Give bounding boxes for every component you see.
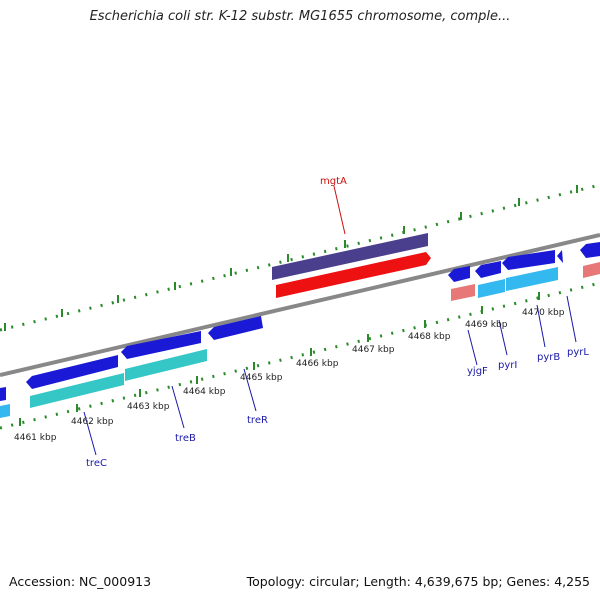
lower-major-ticks — [19, 292, 540, 426]
gene-pyrI[interactable] — [475, 261, 501, 278]
cds-left-edge[interactable] — [0, 404, 10, 418]
cds-mgtA[interactable] — [276, 252, 431, 298]
tick-label-4467: 4467 kbp — [352, 345, 395, 355]
cds-pyrB[interactable] — [506, 267, 558, 291]
tick-label-4461: 4461 kbp — [14, 433, 57, 443]
tick-label-4470: 4470 kbp — [522, 308, 565, 318]
gene-treC[interactable] — [26, 355, 118, 389]
chromosome-backbone — [0, 233, 600, 377]
label-leaders — [83, 185, 577, 456]
tick-label-4466: 4466 kbp — [296, 359, 339, 369]
gene-treR[interactable] — [208, 316, 263, 340]
gene-label-mgtA: mgtA — [320, 176, 347, 187]
gene-label-treB: treB — [175, 433, 196, 444]
gene-label-treC: treC — [86, 458, 107, 469]
gene-right-edge[interactable] — [580, 242, 600, 258]
cds-right-edge[interactable] — [583, 262, 600, 278]
cds-yjgF[interactable] — [451, 284, 475, 301]
gene-label-treR: treR — [247, 415, 268, 426]
tick-label-4462: 4462 kbp — [71, 417, 114, 427]
accession-text: Accession: NC_000913 — [9, 574, 152, 589]
gene-pyrL[interactable] — [557, 250, 563, 263]
tick-label-4468: 4468 kbp — [408, 332, 451, 342]
tick-label-4465: 4465 kbp — [240, 373, 283, 383]
gene-label-pyrL: pyrL — [567, 347, 589, 358]
gene-label-yjgF: yjgF — [467, 366, 488, 377]
map-title: Escherichia coli str. K-12 substr. MG165… — [89, 9, 511, 24]
gene-yjgF[interactable] — [448, 266, 470, 282]
gene-label-pyrB: pyrB — [537, 352, 560, 363]
tick-label-4463: 4463 kbp — [127, 402, 170, 412]
gene-pyrB[interactable] — [502, 250, 555, 270]
cds-treC[interactable] — [30, 373, 124, 408]
tick-label-4464: 4464 kbp — [183, 387, 226, 397]
gene-label-pyrI: pyrI — [498, 360, 517, 371]
cds-treB[interactable] — [125, 349, 207, 381]
genome-summary-text: Topology: circular; Length: 4,639,675 bp… — [246, 574, 590, 589]
upper-major-ticks — [4, 185, 578, 331]
cds-pyrI[interactable] — [478, 279, 505, 298]
tick-label-4469: 4469 kbp — [465, 320, 508, 330]
gene-left-edge[interactable] — [0, 387, 6, 401]
gene-treB[interactable] — [121, 331, 201, 359]
gene-mgtA[interactable] — [272, 233, 428, 280]
